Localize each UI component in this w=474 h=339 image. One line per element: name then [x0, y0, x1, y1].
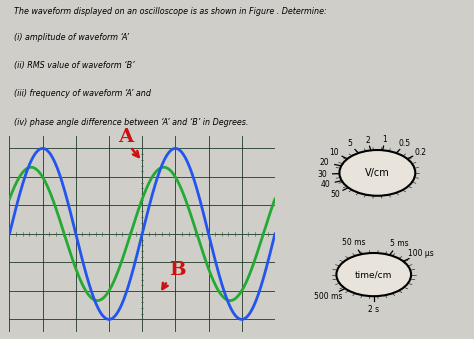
Text: (ii) RMS value of waveform ‘B’: (ii) RMS value of waveform ‘B’	[14, 61, 135, 70]
Text: 20: 20	[320, 158, 329, 167]
Text: B: B	[169, 261, 185, 279]
Text: 5: 5	[347, 139, 352, 148]
Text: V/cm: V/cm	[365, 168, 390, 178]
Text: 500 ms: 500 ms	[314, 292, 342, 301]
Text: 50: 50	[330, 190, 340, 199]
Circle shape	[337, 253, 411, 296]
Text: 2: 2	[365, 136, 370, 144]
Circle shape	[339, 150, 415, 196]
Text: 10: 10	[329, 148, 338, 157]
Text: time/cm: time/cm	[355, 270, 392, 279]
Text: (iv) phase angle difference between ‘A’ and ‘B’ in Degrees.: (iv) phase angle difference between ‘A’ …	[14, 118, 248, 126]
Text: 2 s: 2 s	[368, 305, 379, 314]
Text: 40: 40	[320, 180, 330, 189]
Text: 5 ms: 5 ms	[390, 239, 408, 248]
Text: (iii) frequency of waveform ‘A’ and: (iii) frequency of waveform ‘A’ and	[14, 89, 151, 98]
Text: 30: 30	[317, 170, 327, 179]
Text: 0.5: 0.5	[399, 139, 411, 148]
Text: The waveform displayed on an oscilloscope is as shown in Figure . Determine:: The waveform displayed on an oscilloscop…	[14, 7, 327, 16]
Text: 0.2: 0.2	[415, 148, 427, 157]
Text: A: A	[118, 127, 134, 145]
Text: 50 ms: 50 ms	[342, 238, 365, 246]
Text: (i) amplitude of waveform ‘A’: (i) amplitude of waveform ‘A’	[14, 33, 129, 42]
Text: 100 μs: 100 μs	[408, 249, 434, 258]
Text: 1: 1	[383, 135, 387, 144]
